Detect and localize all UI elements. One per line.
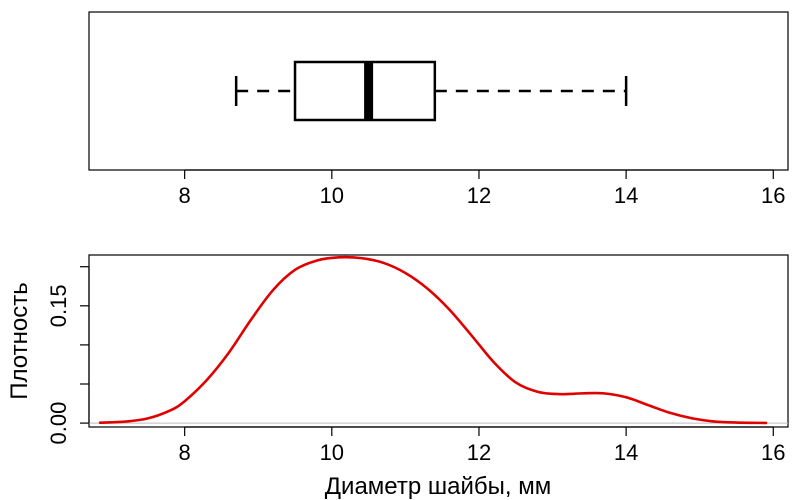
density-y-tick-label: 0.00 <box>46 402 71 445</box>
boxplot-x-tick-label: 8 <box>179 183 191 208</box>
boxplot-x-tick-label: 10 <box>320 183 344 208</box>
x-axis-title: Диаметр шайбы, мм <box>325 473 551 500</box>
boxplot-x-tick-label: 12 <box>467 183 491 208</box>
y-axis-title: Плотность <box>6 282 33 399</box>
density-x-tick-label: 14 <box>614 440 638 465</box>
boxplot-x-tick-label: 14 <box>614 183 638 208</box>
density-x-tick-label: 12 <box>467 440 491 465</box>
density-x-axis: 8 10 12 14 16 <box>179 426 786 465</box>
boxplot-panel: 8 10 12 14 16 <box>88 11 789 208</box>
density-y-axis: 0.00 0.15 <box>46 266 90 445</box>
density-x-tick-label: 8 <box>179 440 191 465</box>
density-x-tick-label: 16 <box>761 440 785 465</box>
density-panel: 8 10 12 14 16 0.00 0.15 Диаметр шайбы, мм Пло… <box>6 254 789 500</box>
density-frame <box>88 254 789 428</box>
density-x-tick-label: 10 <box>320 440 344 465</box>
boxplot-x-axis: 8 10 12 14 16 <box>179 169 786 208</box>
boxplot-x-tick-label: 16 <box>761 183 785 208</box>
density-series-line <box>98 255 768 425</box>
density-y-tick-label: 0.15 <box>46 284 71 327</box>
